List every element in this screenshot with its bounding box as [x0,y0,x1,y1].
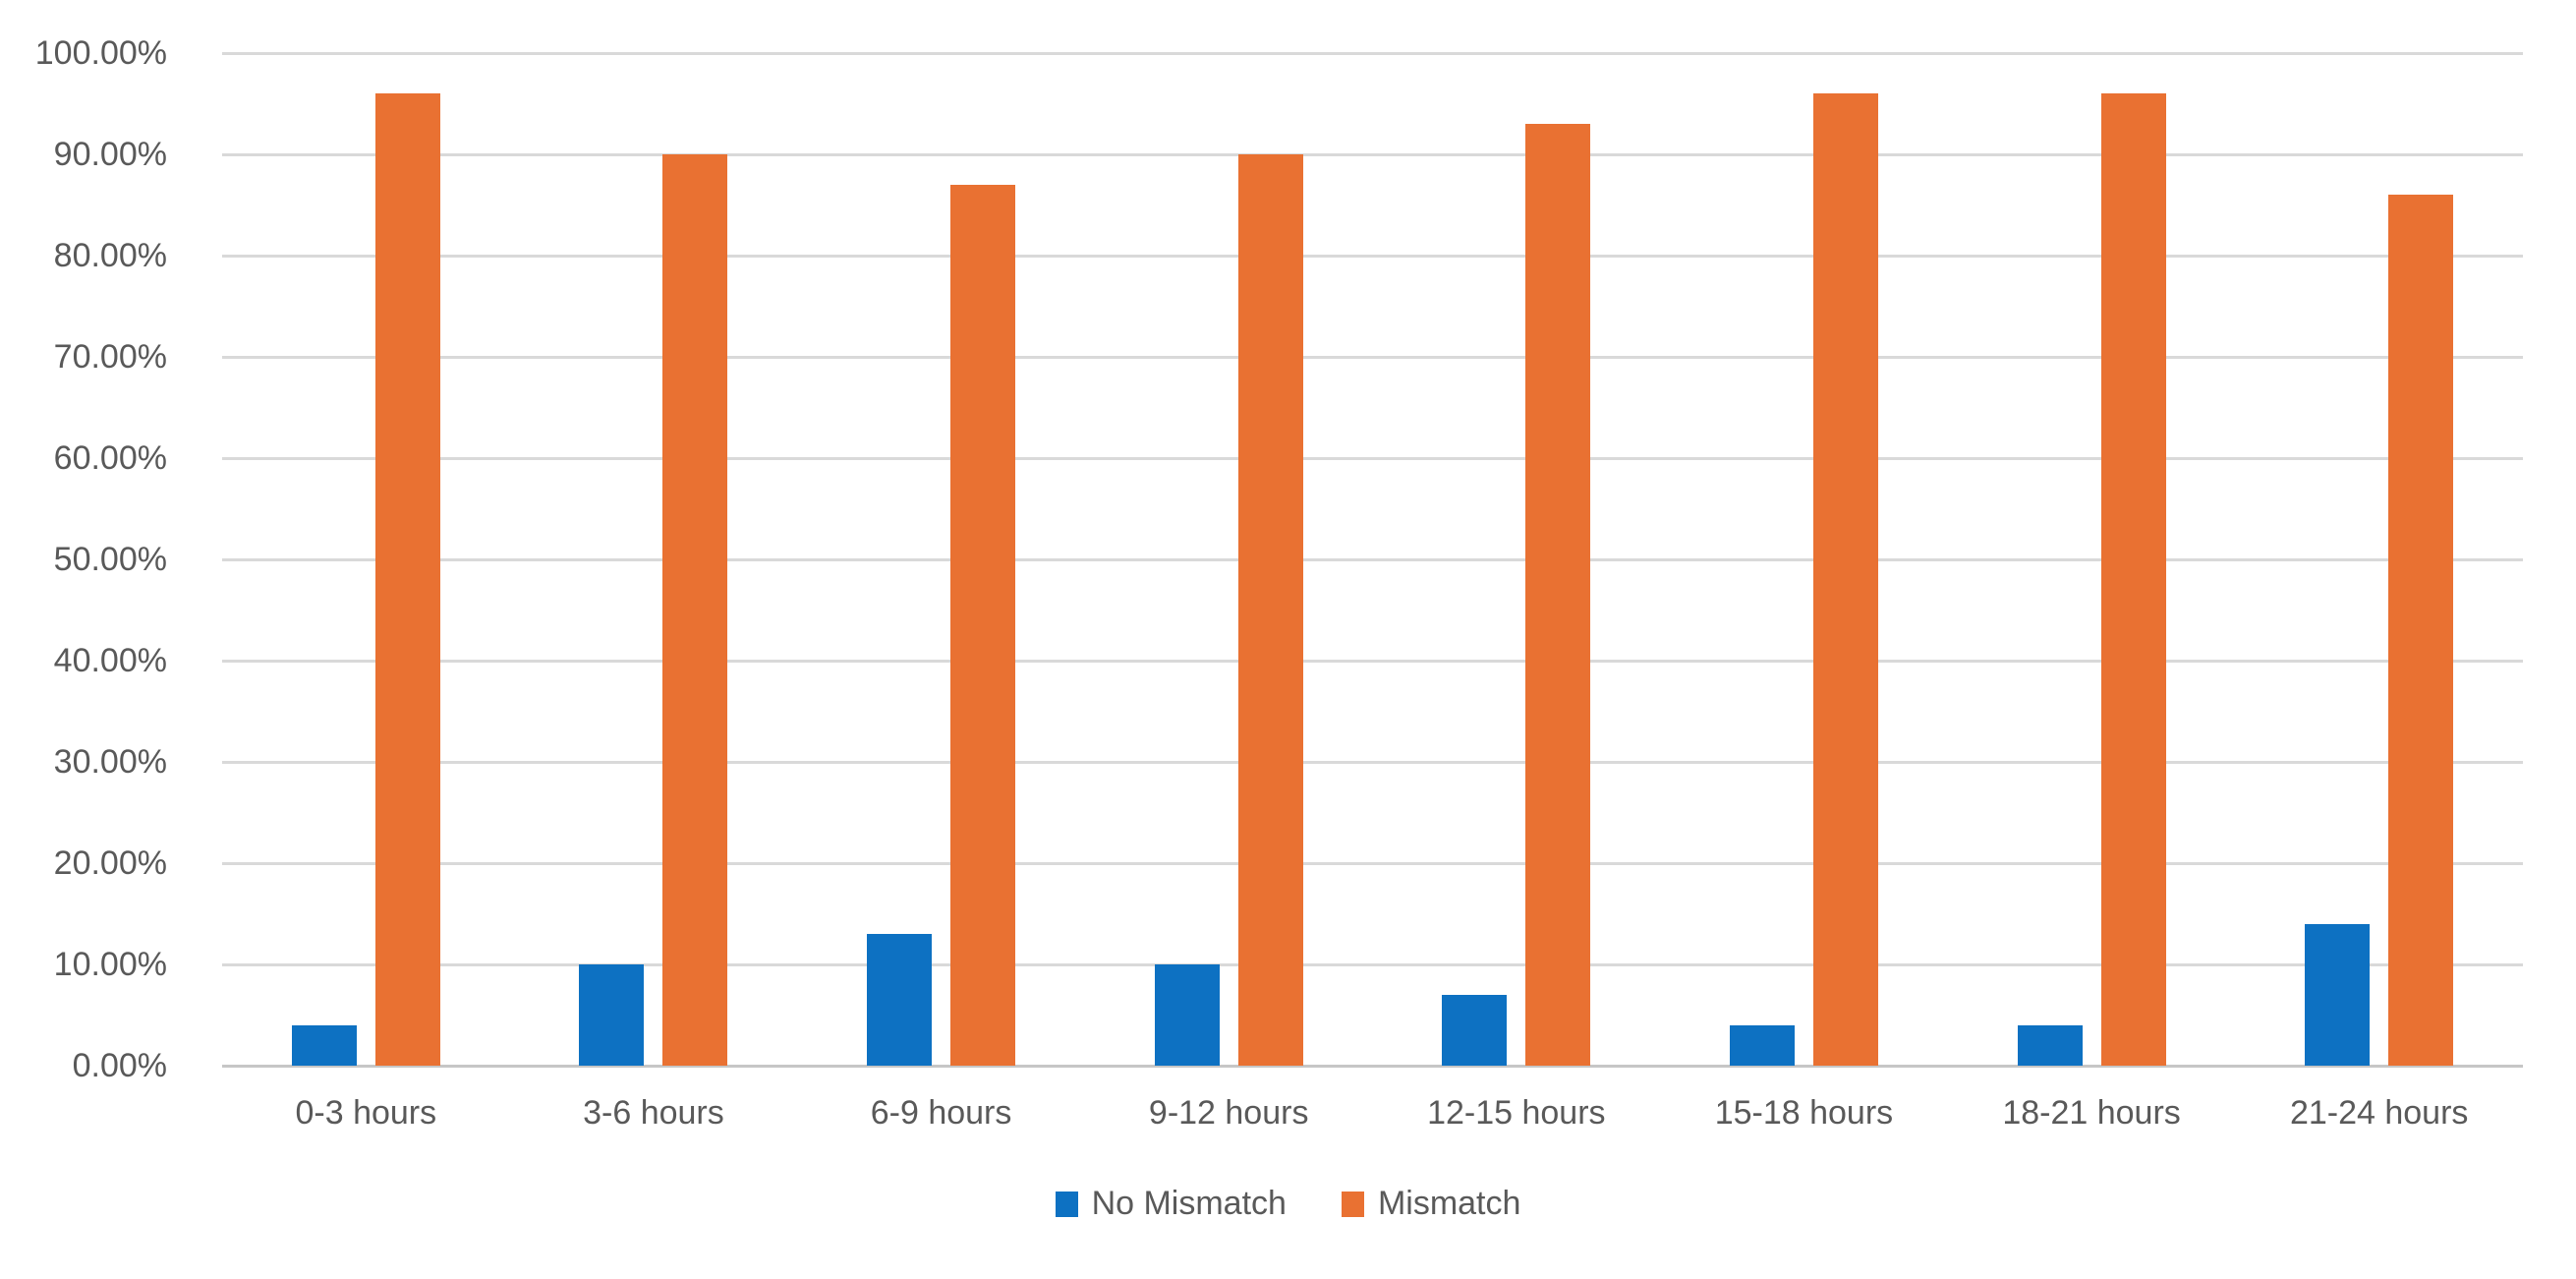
gridline [222,153,2523,156]
gridline [222,558,2523,561]
bar-mismatch [2100,93,2166,1066]
category-group [797,53,1085,1066]
gridline [222,660,2523,663]
category-group [2235,53,2523,1066]
bar-no-mismatch [1154,964,1220,1066]
bar-no-mismatch [2305,923,2371,1066]
category-group [1373,53,1661,1066]
legend-label: Mismatch [1377,1185,1521,1222]
bar-mismatch [1812,93,1878,1066]
category-group [1660,53,1948,1066]
legend: No Mismatch Mismatch [0,1185,2576,1223]
y-tick-label: 10.00% [53,946,167,983]
y-tick-label: 20.00% [53,844,167,882]
bar-no-mismatch [1442,994,1508,1066]
x-tick-label: 0-3 hours [295,1094,437,1132]
bar-mismatch [1525,124,1591,1066]
x-tick-label: 9-12 hours [1148,1094,1309,1132]
category-group [1085,53,1373,1066]
x-tick-label: 12-15 hours [1427,1094,1606,1132]
gridline [222,963,2523,966]
bar-mismatch [2388,195,2454,1066]
y-tick-label: 80.00% [53,237,167,274]
bar-mismatch [662,154,728,1066]
bar-mismatch [374,93,440,1066]
gridline [222,52,2523,55]
gridline [222,1065,2523,1068]
legend-label: No Mismatch [1091,1185,1287,1222]
gridline [222,862,2523,865]
category-group [510,53,798,1066]
bar-mismatch [1237,154,1303,1066]
y-tick-label: 90.00% [53,136,167,173]
y-tick-label: 30.00% [53,743,167,781]
x-tick-label: 6-9 hours [870,1094,1012,1132]
y-tick-label: 0.00% [72,1047,167,1084]
bar-no-mismatch [1729,1024,1795,1066]
legend-swatch-icon [1055,1191,1078,1217]
gridline [222,761,2523,764]
x-tick-label: 21-24 hours [2289,1094,2469,1132]
y-tick-label: 40.00% [53,642,167,679]
x-tick-label: 18-21 hours [2002,1094,2181,1132]
category-group [1948,53,2236,1066]
x-tick-label: 15-18 hours [1714,1094,1894,1132]
bar-no-mismatch [579,964,645,1066]
x-tick-label: 3-6 hours [583,1094,724,1132]
legend-swatch-icon [1341,1191,1364,1217]
bar-no-mismatch [2017,1024,2083,1066]
y-tick-label: 70.00% [53,338,167,376]
bar-no-mismatch [867,934,933,1066]
plot-area [222,52,2523,1068]
legend-item-no-mismatch: No Mismatch [1055,1185,1287,1223]
y-tick-label: 50.00% [53,541,167,578]
gridline [222,255,2523,258]
bar-mismatch [950,184,1016,1066]
gridline [222,457,2523,460]
y-tick-label: 100.00% [34,34,167,72]
category-group [222,53,510,1066]
bar-no-mismatch [291,1024,357,1066]
y-tick-label: 60.00% [53,439,167,477]
gridline [222,356,2523,359]
legend-item-mismatch: Mismatch [1341,1185,1521,1223]
